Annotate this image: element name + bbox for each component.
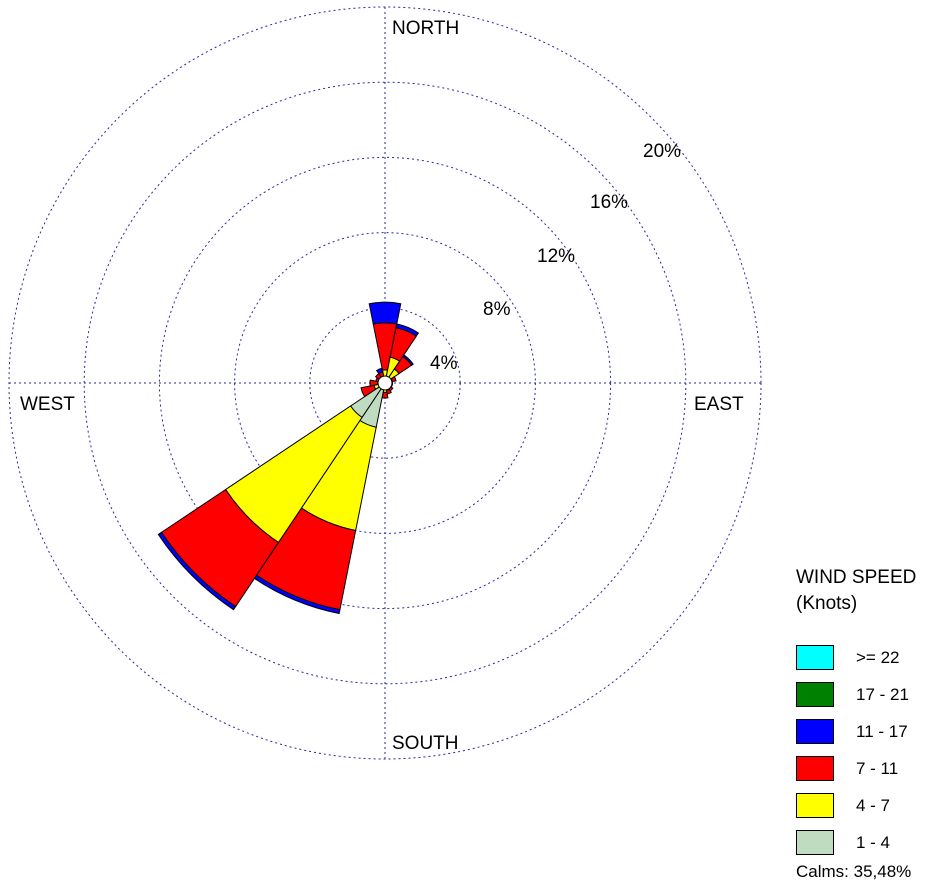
legend-label: >= 22 [856, 647, 900, 667]
legend-swatch [796, 645, 834, 670]
ring-label-20: 20% [643, 141, 681, 162]
direction-label-north: NORTH [392, 18, 459, 39]
legend-title: WIND SPEED (Knots) [796, 565, 936, 617]
legend-item: >= 22 [796, 639, 936, 676]
legend-swatch [796, 830, 834, 855]
legend-title-line1: WIND SPEED [796, 567, 917, 588]
ring-label-8: 8% [483, 299, 511, 320]
legend-label: 7 - 11 [856, 758, 899, 778]
petal-67_5-bin-7-11 [390, 376, 397, 383]
legend-title-line2: (Knots) [796, 593, 858, 614]
wind-rose-chart: NORTH EAST SOUTH WEST 4% 8% 12% 16% 20% [8, 6, 762, 760]
petal-45-bin-11-17 [402, 354, 414, 366]
direction-label-east: EAST [694, 394, 744, 415]
legend-label: 4 - 7 [856, 795, 891, 815]
calm-center-circle [377, 375, 393, 391]
petal-225-bin-11-17 [157, 531, 237, 611]
legend-list: >= 22 17 - 21 11 - 17 7 - 11 4 - 7 1 - 4 [796, 639, 936, 861]
legend-item: 17 - 21 [796, 676, 936, 713]
legend-swatch [796, 682, 834, 707]
petal-337_5-bin-11-17 [375, 367, 384, 375]
legend-item: 4 - 7 [796, 787, 936, 824]
calms-text: Calms: 35,48% [796, 862, 912, 881]
petal-22_5-bin-11-17 [395, 323, 420, 337]
ring-label-16: 16% [590, 192, 628, 213]
wind-petals [157, 301, 420, 615]
direction-label-south: SOUTH [392, 733, 459, 754]
wind-speed-legend: WIND SPEED (Knots) >= 22 17 - 21 11 - 17 7 … [796, 565, 936, 861]
legend-item: 7 - 11 [796, 750, 936, 787]
direction-label-west: WEST [20, 394, 75, 415]
legend-swatch [796, 719, 834, 744]
legend-label: 17 - 21 [856, 684, 909, 704]
ring-label-12: 12% [537, 246, 575, 267]
petal-0-bin-11-17 [368, 301, 402, 325]
legend-swatch [796, 756, 834, 781]
legend-label: 1 - 4 [856, 832, 891, 852]
legend-label: 11 - 17 [856, 721, 908, 741]
legend-swatch [796, 793, 834, 818]
petal-247_5-bin-7-11 [360, 384, 377, 398]
chart-labels: NORTH EAST SOUTH WEST 4% 8% 12% 16% 20% [20, 18, 744, 754]
legend-item: 1 - 4 [796, 824, 936, 861]
legend-item: 11 - 17 [796, 713, 936, 750]
ring-label-4: 4% [430, 353, 458, 374]
